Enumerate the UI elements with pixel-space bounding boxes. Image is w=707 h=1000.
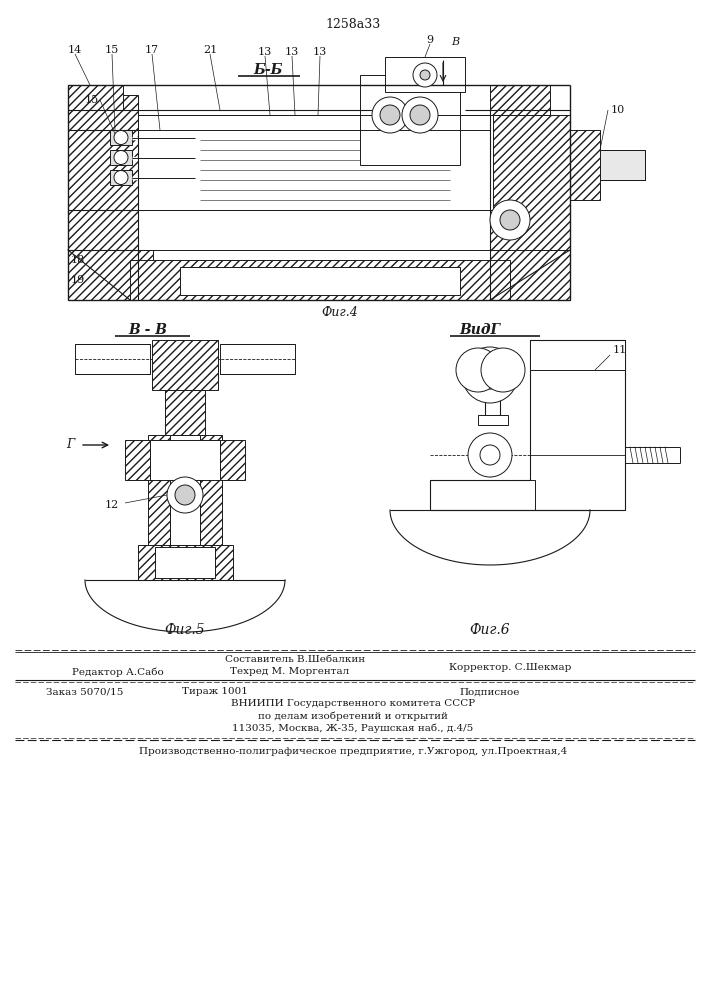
Bar [490, 250, 570, 300]
Circle shape [402, 97, 438, 133]
Bar [138, 545, 233, 580]
Circle shape [500, 210, 520, 230]
Bar [200, 435, 222, 545]
Text: 17: 17 [145, 45, 159, 55]
Circle shape [468, 433, 512, 477]
Bar [180, 267, 460, 295]
Bar [155, 547, 215, 578]
Bar [110, 130, 132, 145]
Bar [430, 480, 535, 510]
Text: 19: 19 [71, 275, 85, 285]
Circle shape [413, 63, 437, 87]
Text: 13: 13 [258, 47, 272, 57]
Bar [152, 340, 218, 390]
Bar [385, 57, 465, 92]
Text: 12: 12 [105, 500, 119, 510]
Bar [138, 115, 493, 210]
Circle shape [175, 485, 195, 505]
Circle shape [420, 70, 430, 80]
Circle shape [114, 150, 128, 164]
Text: по делам изобретений и открытий: по делам изобретений и открытий [258, 711, 448, 721]
Text: Фиг.5: Фиг.5 [165, 623, 205, 637]
Circle shape [490, 200, 530, 240]
Bar [490, 85, 550, 115]
Circle shape [114, 170, 128, 184]
Text: 15: 15 [105, 45, 119, 55]
Text: Заказ 5070/15: Заказ 5070/15 [47, 688, 124, 696]
Text: В: В [451, 37, 459, 47]
Text: 10: 10 [611, 105, 625, 115]
Bar [110, 170, 132, 185]
Circle shape [410, 105, 430, 125]
Bar [110, 150, 132, 165]
Bar [125, 440, 150, 480]
Text: 11: 11 [613, 345, 627, 355]
Bar [360, 75, 460, 165]
Bar [150, 440, 220, 480]
Text: ВидГ: ВидГ [460, 323, 501, 337]
Text: В - В: В - В [129, 323, 168, 337]
Bar [478, 415, 508, 425]
Circle shape [476, 361, 504, 389]
Bar [75, 344, 150, 374]
Bar [130, 260, 510, 300]
Text: 1258а33: 1258а33 [325, 18, 380, 31]
Text: 9: 9 [426, 35, 433, 45]
Text: Техред М. Моргентал: Техред М. Моргентал [230, 668, 350, 676]
Bar [170, 435, 200, 545]
Circle shape [114, 130, 128, 144]
Text: Составитель В.Шебалкин: Составитель В.Шебалкин [225, 656, 365, 664]
Bar [220, 344, 295, 374]
Text: Г: Г [66, 438, 74, 452]
Circle shape [481, 348, 525, 392]
Circle shape [462, 347, 518, 403]
Text: Тираж 1001: Тираж 1001 [182, 688, 248, 696]
Text: Фиг.4: Фиг.4 [322, 306, 358, 318]
Text: Подписное: Подписное [460, 688, 520, 696]
Text: Б-Б: Б-Б [253, 63, 283, 77]
Bar [68, 95, 138, 250]
Text: 18: 18 [71, 255, 85, 265]
Bar [220, 440, 245, 480]
Bar [530, 340, 625, 370]
Bar [600, 150, 645, 180]
Bar [68, 85, 123, 110]
Bar [570, 130, 600, 200]
Text: ВНИИПИ Государственного комитета СССР: ВНИИПИ Государственного комитета СССР [231, 700, 475, 708]
Circle shape [480, 445, 500, 465]
Bar [68, 250, 153, 300]
Text: Корректор. С.Шекмар: Корректор. С.Шекмар [449, 662, 571, 672]
Text: 21: 21 [203, 45, 217, 55]
Text: 14: 14 [68, 45, 82, 55]
Polygon shape [390, 510, 590, 565]
Circle shape [167, 477, 203, 513]
Bar [490, 115, 570, 250]
Text: 13: 13 [285, 47, 299, 57]
Text: Производственно-полиграфическое предприятие, г.Ужгород, ул.Проектная,4: Производственно-полиграфическое предприя… [139, 748, 567, 756]
Circle shape [372, 97, 408, 133]
Text: 15: 15 [85, 95, 99, 105]
Circle shape [380, 105, 400, 125]
Bar [530, 340, 625, 510]
Text: Редактор А.Сабо: Редактор А.Сабо [72, 667, 164, 677]
Bar [148, 435, 170, 545]
Polygon shape [85, 580, 285, 632]
Circle shape [456, 348, 500, 392]
Text: 13: 13 [313, 47, 327, 57]
Bar [165, 390, 205, 435]
Text: 113035, Москва, Ж-35, Раушская наб., д.4/5: 113035, Москва, Ж-35, Раушская наб., д.4… [233, 723, 474, 733]
Text: Фиг.6: Фиг.6 [469, 623, 510, 637]
